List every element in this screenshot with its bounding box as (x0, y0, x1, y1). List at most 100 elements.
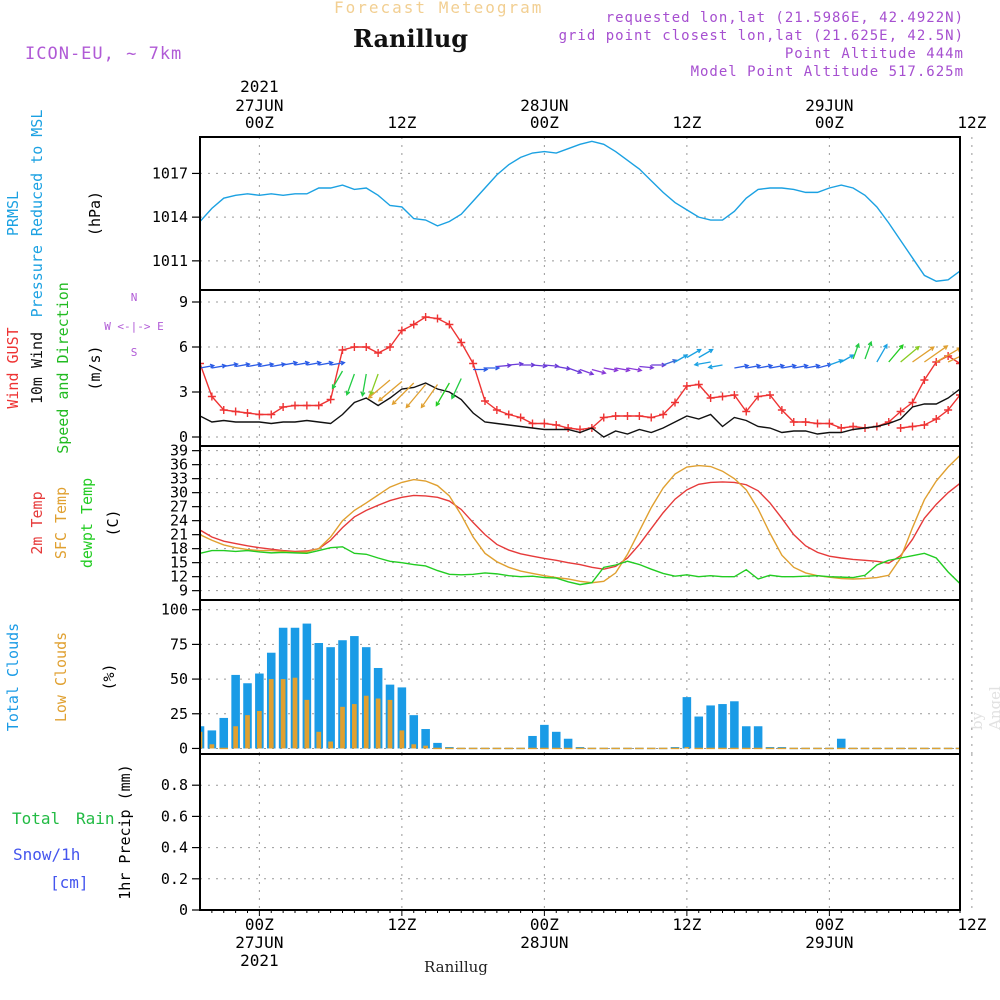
cloud-bar (314, 643, 324, 749)
wind-arrow (235, 362, 251, 368)
y-axis-label: Wind GUST (4, 327, 22, 408)
gust-marker (409, 320, 418, 329)
wind-arrow (367, 379, 391, 399)
meteogram-subtitle: Forecast Meteogram (334, 0, 544, 17)
gust-marker (789, 418, 798, 426)
cloud-bar (387, 699, 393, 749)
bottom-time-label: 12Z (387, 915, 416, 934)
gust-marker (540, 419, 549, 428)
legend-rain: Rain (76, 809, 115, 828)
bottom-time-label: 00Z (530, 915, 559, 934)
wind-arrow (473, 367, 489, 372)
wind-arrow (318, 360, 334, 366)
cloud-bar (316, 731, 322, 749)
wind-arrow (247, 362, 263, 368)
wind-arrow (435, 382, 450, 407)
wind-arrow (693, 361, 711, 367)
wind-arrow (556, 365, 572, 371)
y-tick-label: 18 (170, 540, 188, 558)
legend-total: Total (12, 809, 60, 828)
gust-marker (777, 406, 786, 414)
series-line (200, 546, 960, 586)
cloud-bar (399, 730, 405, 749)
y-tick-label: 1011 (152, 252, 188, 270)
cloud-bar (423, 745, 428, 749)
gust-marker (932, 415, 941, 423)
compass-north: N (131, 291, 138, 304)
gust-marker (813, 419, 822, 428)
y-tick-label: 12 (170, 568, 188, 586)
wind-arrow (829, 358, 844, 366)
panel-plot-area (200, 140, 960, 282)
wind-arrow (591, 368, 607, 375)
bottom-time-label: 27JUN (235, 933, 283, 952)
y-tick-label: 0 (179, 428, 188, 446)
gust-marker (730, 391, 739, 399)
y-tick-label: 0 (179, 901, 188, 919)
y-tick-label: 15 (170, 554, 188, 572)
gust-marker (980, 354, 988, 362)
top-year-label: 2021 (240, 77, 279, 96)
wind-arrow (959, 361, 960, 362)
wind-arrow (924, 345, 949, 363)
wind-arrow (485, 365, 501, 371)
panel-frame (199, 136, 961, 291)
gust-marker (504, 410, 513, 419)
bottom-time-label: 2021 (240, 951, 279, 970)
wind-arrow (579, 368, 595, 376)
cloud-bar (352, 704, 357, 749)
cloud-bar (338, 640, 347, 749)
grid-point-coords: grid point closest lon,lat (21.625E, 42.… (558, 28, 964, 44)
cloud-bar (326, 647, 335, 749)
gust-marker (611, 412, 620, 420)
y-tick-label: 30 (170, 484, 188, 502)
panel-pressure: 1011 1014 1017 PRMSL Pressure Reduced to MSL… (4, 110, 973, 317)
gust-marker (457, 338, 466, 347)
panel-precip: 0 0.2 0.4 0.6 0.8 1hr Precip (mm) Total Rain Sno… (12, 753, 973, 919)
gust-marker (896, 424, 905, 432)
wind-arrow (391, 382, 415, 406)
wind-arrow (840, 354, 855, 363)
wind-arrow (769, 363, 786, 369)
gust-marker (362, 343, 371, 351)
wind-arrow (331, 370, 344, 390)
y-axis-label: Low Clouds (52, 632, 70, 722)
cloud-bar (753, 726, 763, 749)
y-tick-label: 0.2 (161, 870, 188, 888)
cloud-bar (245, 715, 250, 749)
gust-marker (552, 421, 561, 429)
cloud-bar (540, 724, 549, 749)
y-axis-label: (%) (100, 663, 118, 690)
gust-marker (302, 401, 311, 410)
gust-marker (908, 422, 917, 431)
panel-plot-area (200, 623, 960, 750)
gust-marker (231, 407, 240, 416)
top-time-label: 12Z (387, 113, 416, 132)
wind-arrow (420, 384, 439, 409)
cloud-bar (375, 698, 381, 749)
y-tick-label: 33 (170, 470, 188, 488)
y-tick-label: 9 (179, 293, 188, 311)
gust-marker (659, 410, 668, 419)
y-axis-label: 2m Temp (28, 491, 46, 554)
gust-marker (200, 359, 204, 368)
gust-marker (528, 419, 537, 428)
wind-arrow (639, 364, 655, 370)
wind-arrow (627, 367, 643, 373)
wind-arrow (805, 363, 821, 369)
wind-arrow (451, 378, 462, 400)
bottom-time-label: 28JUN (520, 933, 568, 952)
gust-marker (706, 394, 715, 402)
requested-coords: requested lon,lat (21.5986E, 42.4922N) (605, 10, 964, 26)
gust-marker (671, 398, 679, 407)
wind-arrow (200, 363, 216, 369)
gust-marker (386, 343, 394, 351)
cloud-bar (280, 679, 286, 749)
y-tick-label: 100 (161, 601, 188, 619)
wind-arrow (912, 346, 935, 363)
y-axis-label: SFC Temp (52, 487, 70, 559)
wind-arrow (405, 384, 427, 409)
legend-cm: [cm] (50, 873, 89, 892)
gust-marker (837, 424, 846, 432)
